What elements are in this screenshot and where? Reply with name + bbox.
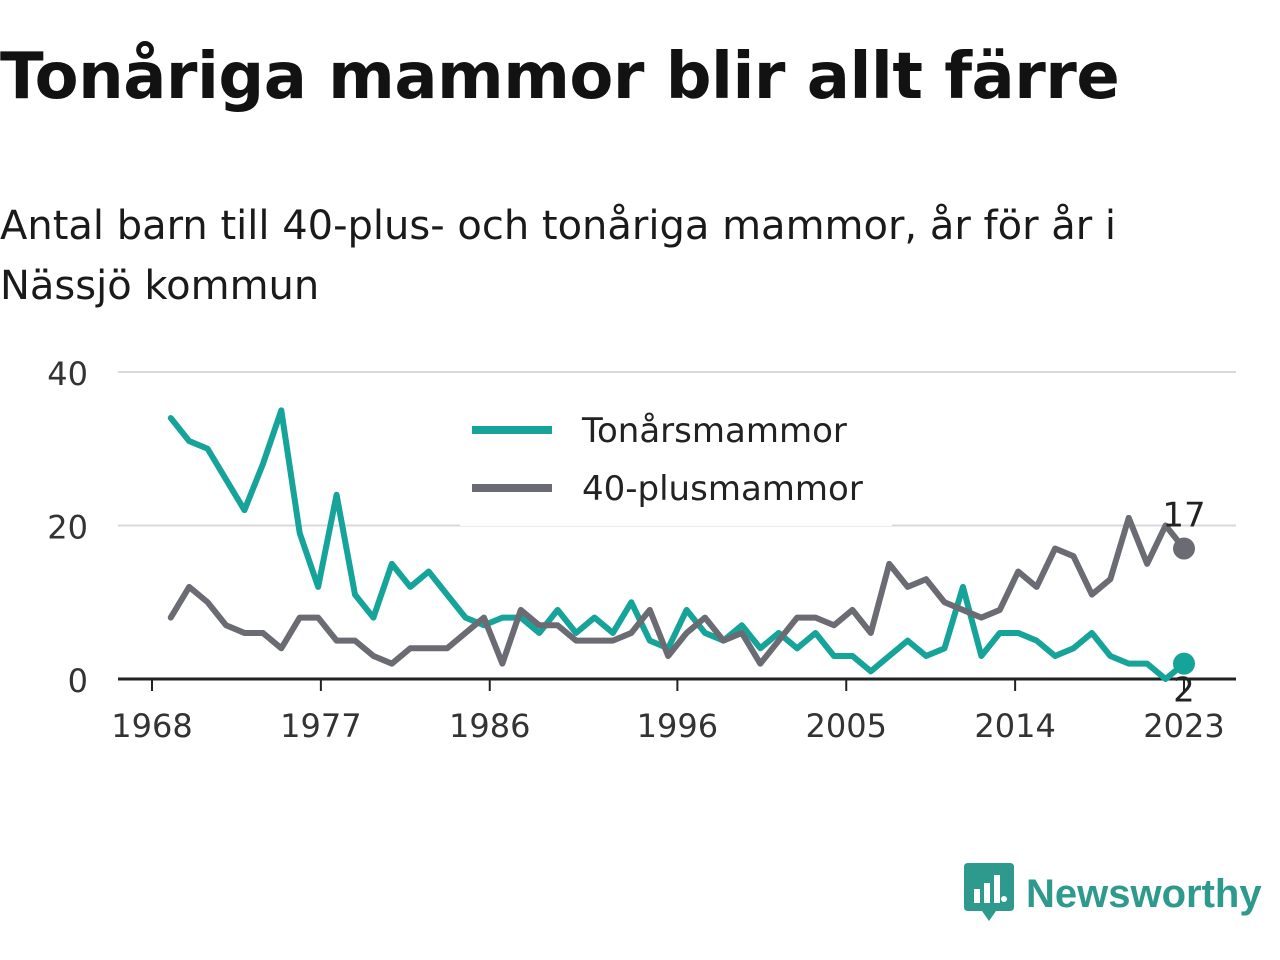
series-line	[167, 514, 1187, 667]
legend-background	[460, 402, 892, 526]
axis-layer: 0 20 40 1968 1977 1986 1996 2005 2014 2023	[47, 355, 1236, 745]
x-tick-label: 1996	[637, 707, 718, 745]
legend-label: 40-plusmammor	[582, 469, 863, 509]
series-end-label: 17	[1162, 496, 1205, 536]
series-end-marker	[1173, 537, 1195, 560]
newsworthy-logo-icon	[964, 863, 1014, 921]
x-tick-label: 2023	[1143, 707, 1224, 745]
chart-title: Tonåriga mammor blir allt färre	[0, 40, 1120, 114]
brand-name: Newsworthy	[1026, 871, 1262, 916]
y-tick-label: 40	[47, 355, 88, 393]
x-tick-label: 1986	[449, 707, 530, 745]
legend: Tonårsmammor 40-plusmammor	[460, 402, 892, 526]
y-tick-label: 20	[47, 509, 88, 547]
series-end-label: 2	[1173, 671, 1195, 711]
x-tick-label: 2014	[974, 707, 1055, 745]
legend-label: Tonårsmammor	[581, 411, 847, 451]
x-tick-label: 1977	[280, 707, 361, 745]
x-tick-label: 1968	[111, 707, 192, 745]
series-layer: 2 17	[167, 407, 1206, 711]
x-tick-label: 2005	[806, 707, 887, 745]
chart-subtitle: Antal barn till 40-plus- och tonåriga ma…	[0, 203, 1117, 309]
brand: Newsworthy	[964, 862, 1262, 926]
series-end-marker	[1173, 652, 1195, 675]
series-line	[167, 407, 1187, 682]
y-tick-label: 0	[68, 662, 88, 700]
